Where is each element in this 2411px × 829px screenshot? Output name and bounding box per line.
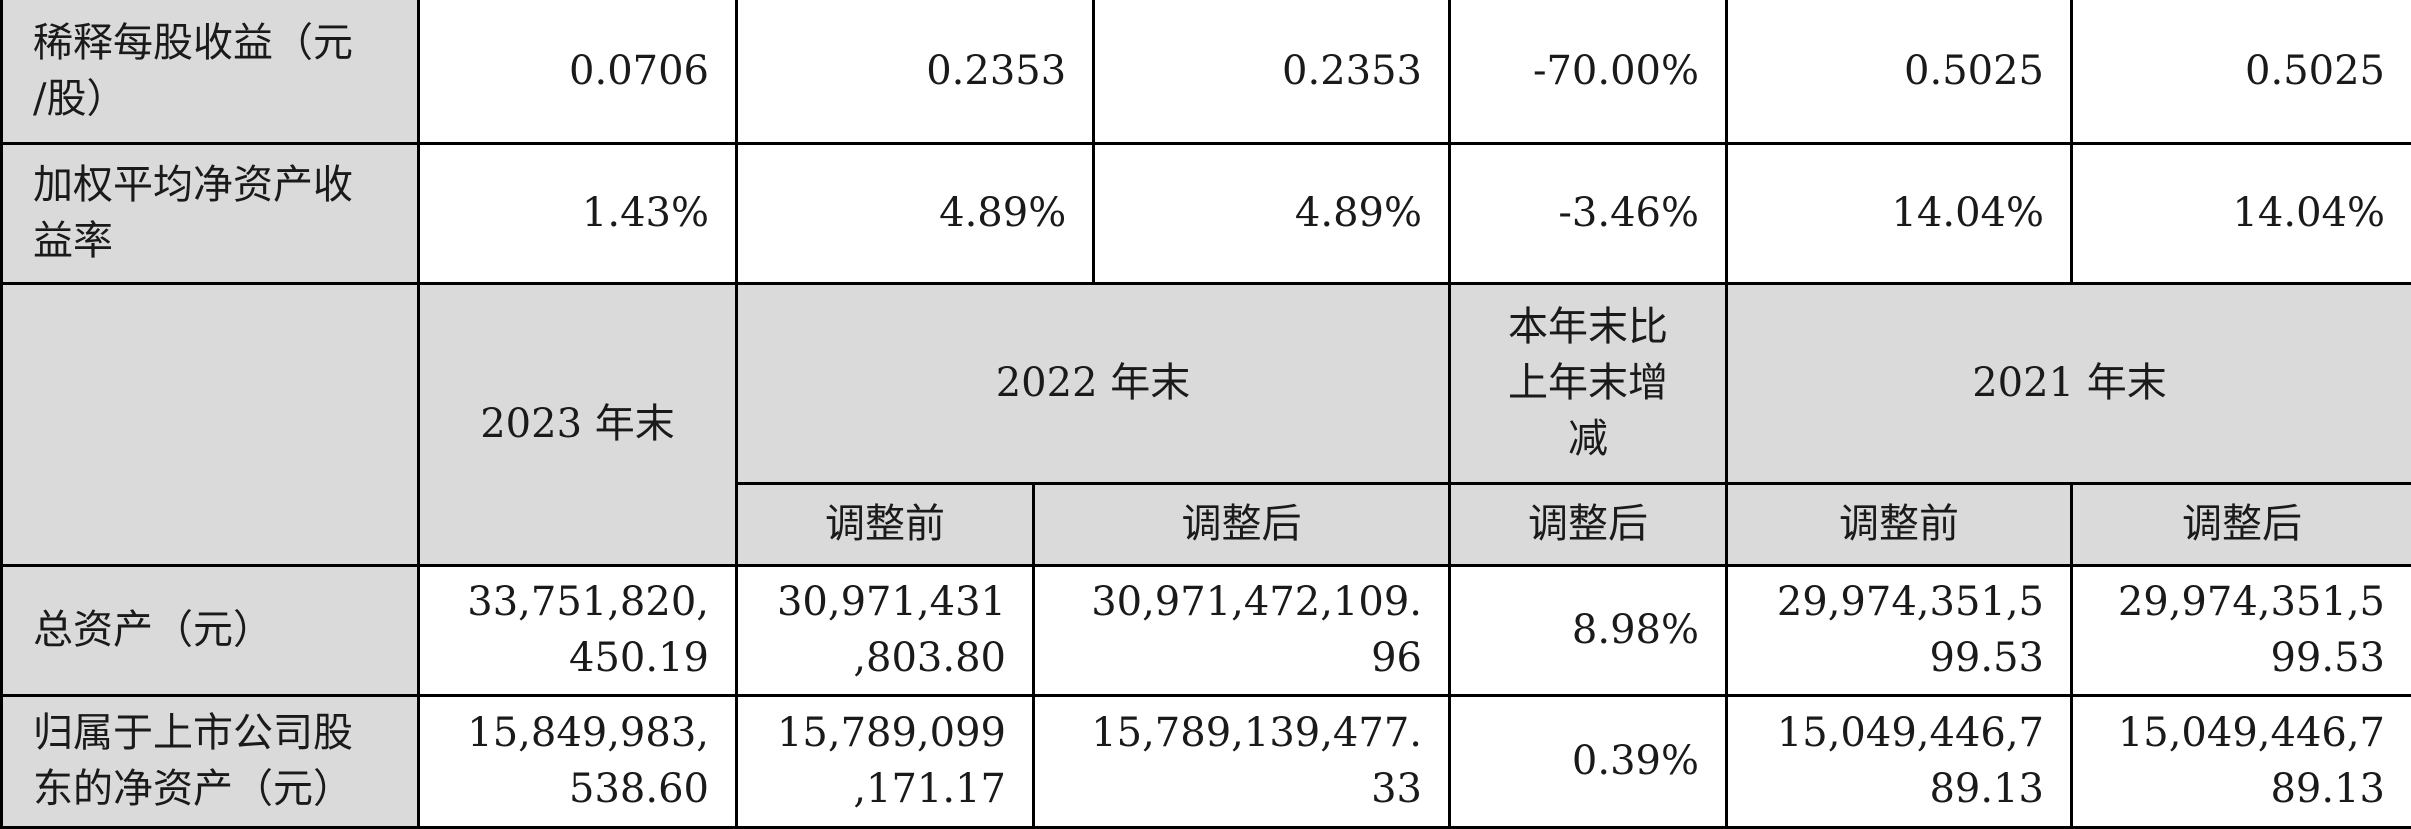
header-blank: [2, 283, 419, 565]
value-2022-after: 0.2353: [1094, 0, 1448, 142]
value-2021-before: 0.5025: [1727, 0, 2072, 143]
value-2022-pair: 0.2353 0.2353: [737, 0, 1450, 143]
header-2022-after: 调整后: [1034, 483, 1450, 565]
header-2022-before: 调整前: [737, 483, 1034, 565]
value-change: 0.39%: [1450, 695, 1727, 827]
row-total-assets: 总资产（元） 33,751,820, 450.19 30,971,431 ,80…: [2, 565, 2411, 695]
value-change: -70.00%: [1450, 0, 1727, 143]
value-2022-after: 30,971,472,109. 96: [1034, 565, 1450, 695]
header-change-after: 调整后: [1450, 483, 1727, 565]
header-2023: 2023 年末: [419, 283, 737, 565]
header-2021-before: 调整前: [1727, 483, 2072, 565]
header-row-years: 2023 年末 2022 年末 本年末比 上年末增 减 2021 年末: [2, 283, 2411, 483]
value-change: -3.46%: [1450, 143, 1727, 283]
header-2022: 2022 年末: [737, 283, 1450, 483]
row-label: 稀释每股收益（元 /股）: [2, 0, 419, 143]
row-net-assets: 归属于上市公司股 东的净资产（元） 15,849,983, 538.60 15,…: [2, 695, 2411, 827]
value-2021-before: 15,049,446,7 89.13: [1727, 695, 2072, 827]
value-2022-pair: 4.89% 4.89%: [737, 143, 1450, 283]
value-2021-after: 15,049,446,7 89.13: [2072, 695, 2411, 827]
row-label: 归属于上市公司股 东的净资产（元）: [2, 695, 419, 827]
value-change: 8.98%: [1450, 565, 1727, 695]
value-2022-before: 15,789,099 ,171.17: [737, 695, 1034, 827]
value-2023: 1.43%: [419, 143, 737, 283]
value-2022-before: 4.89%: [738, 145, 1094, 282]
header-2021-after: 调整后: [2072, 483, 2411, 565]
value-2021-before: 14.04%: [1727, 143, 2072, 283]
value-2021-after: 14.04%: [2072, 143, 2411, 283]
value-2023: 15,849,983, 538.60: [419, 695, 737, 827]
value-2021-after: 0.5025: [2072, 0, 2411, 143]
value-2022-after: 4.89%: [1094, 145, 1448, 282]
value-2021-before: 29,974,351,5 99.53: [1727, 565, 2072, 695]
header-change: 本年末比 上年末增 减: [1450, 283, 1727, 483]
value-2022-before: 0.2353: [738, 0, 1094, 142]
value-2022-after: 15,789,139,477. 33: [1034, 695, 1450, 827]
header-2021: 2021 年末: [1727, 283, 2411, 483]
value-2023: 33,751,820, 450.19: [419, 565, 737, 695]
row-weighted-roe: 加权平均净资产收 益率 1.43% 4.89% 4.89% -3.46% 14.…: [2, 143, 2411, 283]
value-2023: 0.0706: [419, 0, 737, 143]
row-diluted-eps: 稀释每股收益（元 /股） 0.0706 0.2353 0.2353 -70.00…: [2, 0, 2411, 143]
row-label: 加权平均净资产收 益率: [2, 143, 419, 283]
value-2021-after: 29,974,351,5 99.53: [2072, 565, 2411, 695]
row-label: 总资产（元）: [2, 565, 419, 695]
value-2022-before: 30,971,431 ,803.80: [737, 565, 1034, 695]
